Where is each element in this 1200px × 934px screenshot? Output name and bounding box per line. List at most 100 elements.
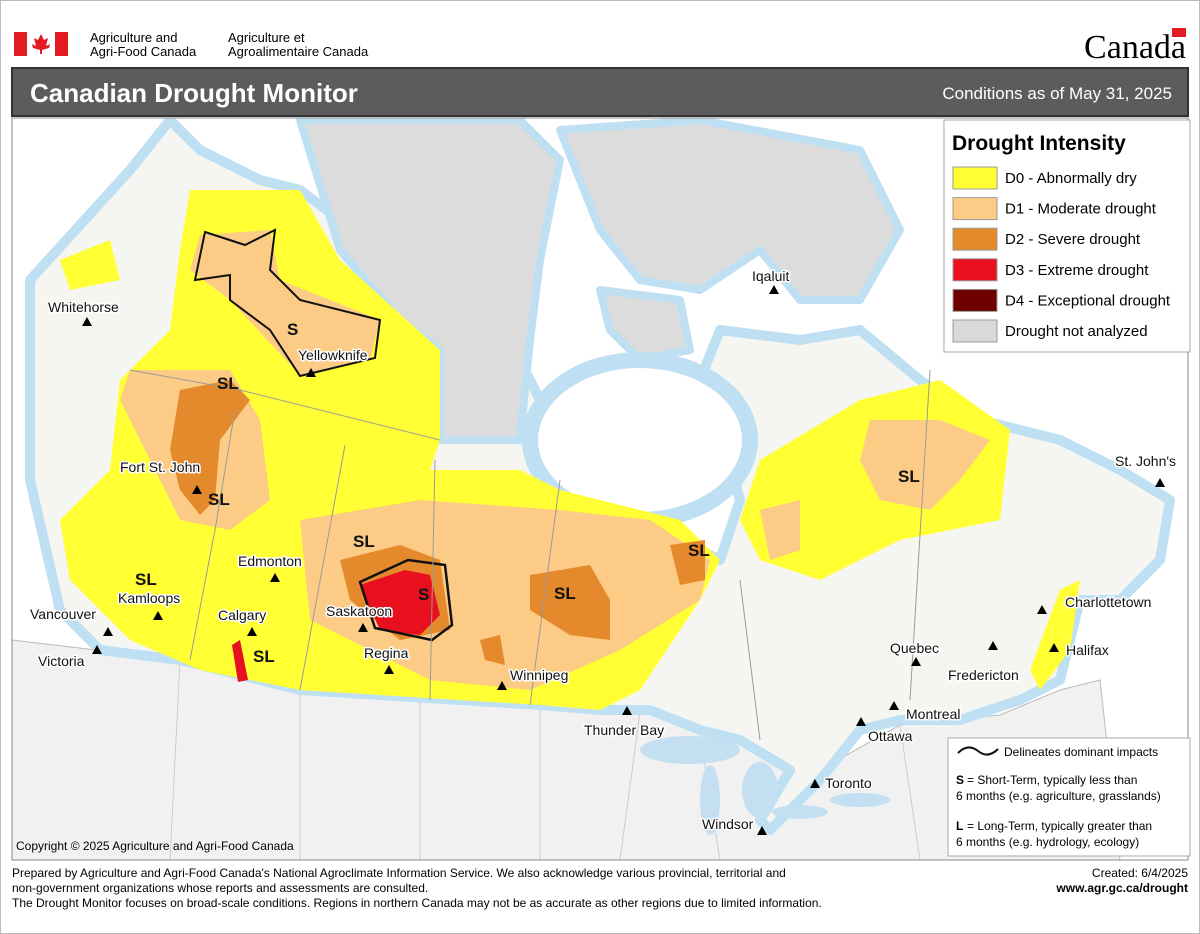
impact-boundary bbox=[358, 558, 454, 642]
map: Whitehorse Yellowknife Iqaluit Fort St. Joh… bbox=[12, 118, 1188, 860]
city-marker bbox=[988, 641, 998, 650]
city-marker bbox=[358, 623, 368, 632]
d0-area bbox=[60, 240, 120, 290]
city-marker bbox=[1037, 605, 1047, 614]
city-marker bbox=[1049, 643, 1059, 652]
impact-label: SL bbox=[353, 532, 375, 551]
d2-area bbox=[170, 380, 250, 515]
city-marker bbox=[92, 645, 102, 654]
footer-line: non-government organizations whose repor… bbox=[12, 881, 428, 895]
legend-label: D0 - Abnormally dry bbox=[1005, 170, 1137, 187]
city-label: Ottawa bbox=[868, 728, 913, 744]
legend-swatch bbox=[952, 197, 998, 221]
impact-text: = Short-Term, typically less than bbox=[967, 773, 1137, 787]
legend-label: D1 - Moderate drought bbox=[1005, 201, 1157, 218]
legend: Drought Intensity D0 - Abnormally dry D1 … bbox=[943, 119, 1191, 353]
city-label: St. John's bbox=[1115, 453, 1176, 469]
city-label: Yellowknife bbox=[298, 347, 368, 363]
impact-boundary bbox=[193, 228, 382, 378]
wordmark-flag bbox=[1172, 28, 1186, 37]
maple-leaf bbox=[32, 34, 50, 54]
flag-bar bbox=[14, 32, 27, 56]
city-marker bbox=[1155, 478, 1165, 487]
impact-key: S bbox=[956, 773, 964, 787]
city-label: Victoria bbox=[38, 653, 85, 669]
agency-en: Agri-Food Canada bbox=[90, 44, 197, 59]
city-label: Vancouver bbox=[30, 606, 96, 622]
city-label: Regina bbox=[364, 645, 409, 661]
city-marker bbox=[622, 706, 632, 715]
source-url: www.agr.gc.ca/drought bbox=[1055, 881, 1188, 895]
impact-label: S bbox=[418, 585, 429, 604]
flag-bar bbox=[55, 32, 68, 56]
city-label: Montreal bbox=[906, 706, 960, 722]
city-marker bbox=[497, 681, 507, 690]
legend-label: D4 - Exceptional drought bbox=[1005, 292, 1171, 309]
impact-label: SL bbox=[217, 374, 239, 393]
map-frame bbox=[11, 117, 1189, 861]
city-label: Saskatoon bbox=[326, 603, 392, 619]
city-label: Windsor bbox=[702, 816, 754, 832]
city-marker bbox=[911, 657, 921, 666]
impact-key: L bbox=[956, 819, 963, 833]
legend-swatch bbox=[952, 227, 998, 251]
legend-label: D2 - Severe drought bbox=[1005, 231, 1141, 248]
canada-wordmark: Canada bbox=[1084, 29, 1186, 66]
city-marker bbox=[270, 573, 280, 582]
d2-area bbox=[480, 540, 705, 665]
city-marker bbox=[153, 611, 163, 620]
legend-swatch bbox=[952, 288, 998, 312]
city-marker bbox=[889, 701, 899, 710]
impact-label: SL bbox=[554, 584, 576, 603]
city-label: Fort St. John bbox=[120, 459, 200, 475]
city-label: Winnipeg bbox=[510, 667, 568, 683]
d1-area bbox=[760, 420, 990, 560]
impact-label: SL bbox=[898, 467, 920, 486]
impact-label: SL bbox=[253, 647, 275, 666]
city-marker bbox=[810, 779, 820, 788]
legend-title: Drought Intensity bbox=[952, 132, 1126, 155]
impact-text: = Long-Term, typically greater than bbox=[967, 819, 1152, 833]
city-label: Quebec bbox=[890, 640, 939, 656]
title: Canadian Drought Monitor bbox=[30, 78, 358, 108]
title-bar bbox=[11, 67, 1189, 117]
d0-area bbox=[1030, 580, 1080, 690]
provincial-borders bbox=[129, 369, 931, 741]
impact-label: SL bbox=[208, 490, 230, 509]
city-marker bbox=[306, 368, 316, 377]
impact-text: 6 months (e.g. hydrology, ecology) bbox=[956, 835, 1139, 849]
impact-label: S bbox=[287, 320, 298, 339]
d3-area bbox=[232, 640, 248, 682]
conditions-date: Conditions as of May 31, 2025 bbox=[942, 84, 1172, 103]
city-label: Whitehorse bbox=[48, 299, 119, 315]
impact-label: SL bbox=[688, 541, 710, 560]
impact-line-label: Delineates dominant impacts bbox=[1004, 745, 1158, 759]
created-date: Created: 6/4/2025 bbox=[1092, 866, 1188, 880]
impact-labels: S SL SL SL S SL SL SL SL SL bbox=[135, 320, 920, 666]
city-marker bbox=[82, 317, 92, 326]
city-marker bbox=[757, 826, 767, 835]
legend-swatch bbox=[952, 258, 998, 282]
city-marker bbox=[769, 285, 779, 294]
cities: Whitehorse Yellowknife Iqaluit Fort St. Joh… bbox=[29, 267, 1178, 835]
legend-swatch bbox=[952, 319, 998, 343]
city-marker bbox=[247, 627, 257, 636]
agency-fr: Agroalimentaire Canada bbox=[228, 44, 369, 59]
city-label: Charlottetown bbox=[1065, 594, 1151, 610]
footer-line: The Drought Monitor focuses on broad-sca… bbox=[12, 896, 822, 910]
impact-legend-box bbox=[947, 737, 1191, 857]
city-label: Halifax bbox=[1066, 642, 1109, 658]
d3-area bbox=[360, 570, 440, 635]
city-marker bbox=[192, 485, 202, 494]
city-label: Thunder Bay bbox=[584, 722, 664, 738]
city-label: Iqaluit bbox=[752, 268, 789, 284]
city-marker bbox=[103, 627, 113, 636]
agency-en: Agriculture and bbox=[90, 30, 177, 45]
legend-label: D3 - Extreme drought bbox=[1005, 262, 1149, 279]
legend-label: Drought not analyzed bbox=[1005, 323, 1148, 340]
city-marker bbox=[384, 665, 394, 674]
agency-fr: Agriculture et bbox=[228, 30, 305, 45]
city-label: Toronto bbox=[825, 775, 872, 791]
